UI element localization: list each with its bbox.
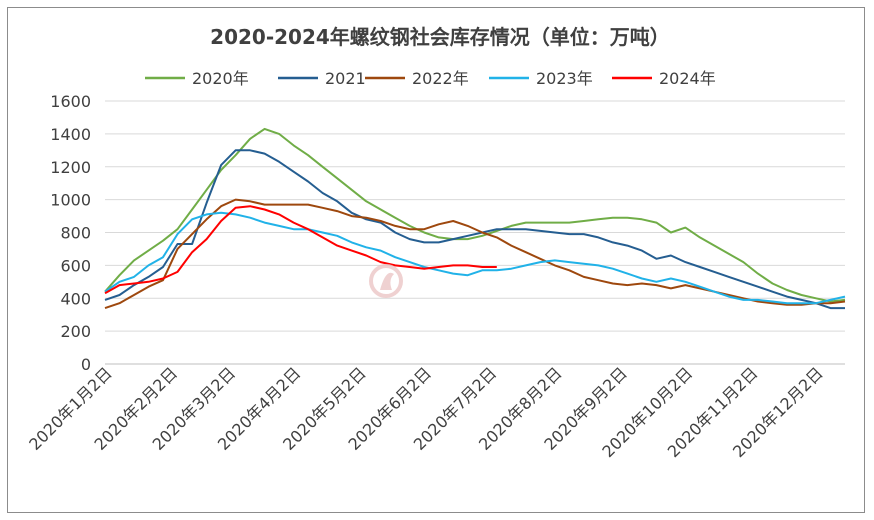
- y-tick-label: 1400: [50, 125, 91, 144]
- legend-label: 2022年: [412, 69, 469, 88]
- y-tick-label: 1600: [50, 92, 91, 111]
- y-tick-label: 1000: [50, 191, 91, 210]
- y-tick-label: 400: [60, 289, 91, 308]
- legend-label: 2024年: [659, 69, 716, 88]
- legend-label: 2021: [325, 69, 366, 88]
- y-tick-label: 800: [60, 224, 91, 243]
- y-tick-label: 1200: [50, 158, 91, 177]
- series-line-2: [104, 149, 845, 310]
- legend: 2020年 2021 2022年 2023年 2024年: [145, 69, 716, 88]
- series-line-1: [104, 127, 846, 303]
- legend-label: 2020年: [192, 69, 249, 88]
- watermark-logo-icon: [369, 264, 403, 298]
- y-tick-label: 200: [60, 322, 91, 341]
- watermark-logo-flame-icon: [380, 272, 394, 290]
- x-axis: 2020年1月2日2020年2月2日2020年3月2日2020年4月2日2020…: [25, 363, 845, 461]
- watermark: [369, 264, 403, 298]
- series-line-3: [104, 198, 846, 310]
- series-layer: [104, 127, 846, 310]
- y-tick-label: 600: [60, 256, 91, 275]
- gridlines: [105, 100, 845, 332]
- chart-title: 2020-2024年螺纹钢社会库存情况（单位：万吨）: [210, 25, 670, 49]
- chart-frame: [7, 7, 865, 513]
- legend-label: 2023年: [536, 69, 593, 88]
- y-tick-label: 0: [81, 355, 91, 374]
- series-line-5: [104, 205, 497, 295]
- y-axis: 0 200 400 600 800 1000 1200 1400 1600: [50, 92, 91, 374]
